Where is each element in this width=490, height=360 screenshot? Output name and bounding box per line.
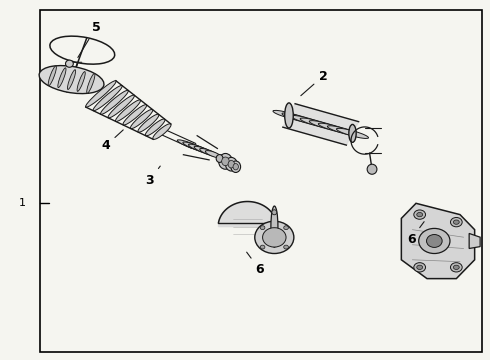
- Polygon shape: [283, 104, 359, 145]
- Ellipse shape: [233, 163, 239, 170]
- Ellipse shape: [453, 265, 459, 270]
- Ellipse shape: [58, 68, 66, 87]
- Ellipse shape: [183, 142, 207, 152]
- Ellipse shape: [194, 146, 214, 155]
- Text: 1: 1: [19, 198, 26, 208]
- Ellipse shape: [318, 123, 350, 133]
- Ellipse shape: [177, 140, 203, 150]
- Ellipse shape: [86, 81, 116, 107]
- Ellipse shape: [450, 217, 462, 227]
- Ellipse shape: [123, 105, 147, 125]
- Ellipse shape: [426, 234, 442, 247]
- Text: 4: 4: [101, 130, 123, 152]
- Ellipse shape: [263, 228, 286, 247]
- Polygon shape: [469, 233, 480, 248]
- Ellipse shape: [285, 103, 293, 128]
- Text: 5: 5: [78, 21, 100, 58]
- Ellipse shape: [205, 150, 221, 158]
- Text: 3: 3: [146, 166, 160, 186]
- Ellipse shape: [260, 245, 265, 249]
- Ellipse shape: [327, 126, 360, 136]
- Ellipse shape: [130, 109, 153, 129]
- Ellipse shape: [225, 157, 237, 171]
- Ellipse shape: [87, 73, 95, 93]
- Ellipse shape: [77, 72, 85, 91]
- Ellipse shape: [414, 210, 425, 219]
- Ellipse shape: [284, 226, 289, 230]
- Text: 6: 6: [407, 222, 424, 246]
- Ellipse shape: [216, 154, 223, 162]
- Ellipse shape: [93, 85, 122, 111]
- Ellipse shape: [221, 157, 229, 166]
- Ellipse shape: [100, 90, 128, 114]
- Ellipse shape: [453, 220, 459, 224]
- Ellipse shape: [108, 95, 134, 118]
- Polygon shape: [219, 202, 276, 226]
- Ellipse shape: [337, 128, 368, 139]
- Ellipse shape: [39, 66, 104, 94]
- Ellipse shape: [367, 164, 377, 174]
- Ellipse shape: [450, 263, 462, 272]
- Ellipse shape: [200, 148, 218, 156]
- Ellipse shape: [271, 206, 278, 247]
- Text: 2: 2: [301, 69, 327, 96]
- Ellipse shape: [414, 263, 425, 272]
- Ellipse shape: [146, 119, 165, 136]
- Ellipse shape: [273, 111, 305, 121]
- Ellipse shape: [284, 245, 289, 249]
- Polygon shape: [401, 203, 475, 279]
- Ellipse shape: [282, 113, 314, 123]
- Ellipse shape: [417, 265, 422, 270]
- Ellipse shape: [48, 66, 56, 86]
- Ellipse shape: [255, 221, 294, 253]
- Ellipse shape: [260, 226, 265, 230]
- Ellipse shape: [417, 212, 422, 217]
- Text: 6: 6: [246, 252, 264, 276]
- Ellipse shape: [349, 125, 356, 142]
- Ellipse shape: [228, 161, 235, 168]
- Ellipse shape: [300, 118, 332, 128]
- Ellipse shape: [309, 121, 341, 131]
- Ellipse shape: [219, 153, 232, 169]
- Ellipse shape: [116, 100, 141, 122]
- Ellipse shape: [66, 60, 74, 67]
- Ellipse shape: [231, 161, 241, 172]
- Ellipse shape: [291, 116, 323, 126]
- Ellipse shape: [272, 210, 277, 215]
- Ellipse shape: [418, 228, 450, 253]
- Ellipse shape: [189, 144, 210, 153]
- Ellipse shape: [68, 70, 75, 90]
- Ellipse shape: [153, 124, 171, 139]
- Ellipse shape: [138, 114, 159, 132]
